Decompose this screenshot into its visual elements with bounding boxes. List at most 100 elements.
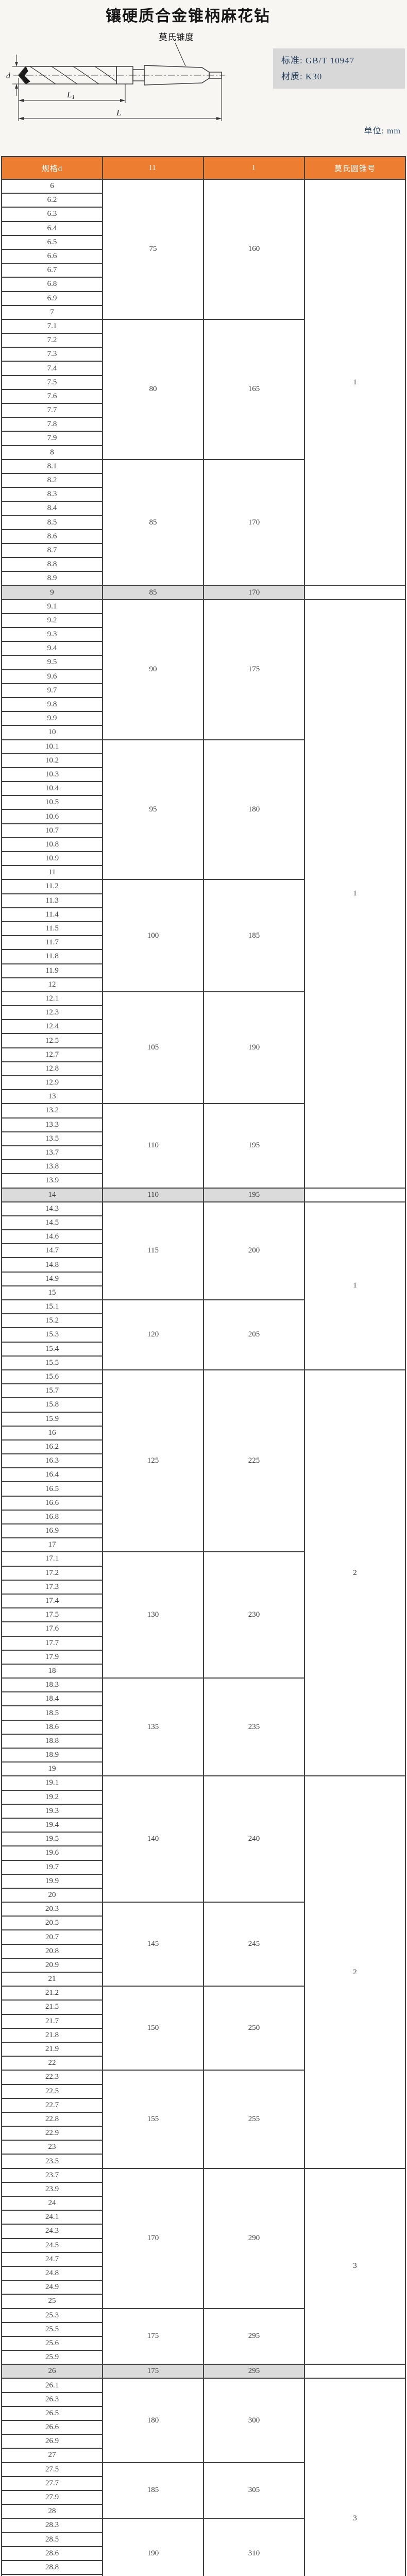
table-row: 17.5 [1, 1607, 405, 1623]
spec-d-cell: 14.9 [1, 1271, 103, 1286]
spec-d-cell: 17.1 [1, 1551, 103, 1567]
l1-arrow-right [120, 99, 125, 102]
table-row: 17.6 [1, 1621, 405, 1637]
table-row: 19.9 [1, 1873, 405, 1889]
table-row: 13.5 [1, 1131, 405, 1146]
spec-d-cell: 23.5 [1, 2154, 103, 2169]
table-row: 16.4 [1, 1467, 405, 1483]
table-row: 11.2 100 185 [1, 879, 405, 992]
table-row: 10.1 95 180 [1, 739, 405, 880]
table-row: 26.9 [1, 2434, 405, 2449]
table-row: 15.2 [1, 1313, 405, 1329]
spec-d-cell: 12.5 [1, 1033, 103, 1048]
spec-d-cell: 11.2 [1, 879, 103, 894]
table-row: 22.9 [1, 2126, 405, 2141]
drill-drawing-svg: 莫氏锥度 d L1 L [6, 32, 225, 121]
spec-d-cell: 17.7 [1, 1635, 103, 1651]
table-row: 10.4 [1, 781, 405, 796]
table-row: 25.9 [1, 2350, 405, 2365]
spec-d-cell: 12.4 [1, 1019, 103, 1035]
table-row: 8.6 [1, 529, 405, 544]
l1-value-cell: 155 [102, 2070, 204, 2169]
table-row: 15.5 [1, 1355, 405, 1370]
table-row: 24.7 [1, 2251, 405, 2267]
table-row: 7.5 [1, 375, 405, 390]
spec-d-cell: 22.7 [1, 2097, 103, 2113]
table-row: 7.9 [1, 431, 405, 446]
table-row: 25.3 175 295 [1, 2308, 405, 2365]
spec-d-cell: 8 [1, 445, 103, 460]
spec-d-cell: 22.3 [1, 2070, 103, 2085]
table-row: 9.4 [1, 641, 405, 656]
spec-d-cell: 28.3 [1, 2518, 103, 2533]
unit-label: 单位: mm [364, 127, 401, 135]
table-row: 12.7 [1, 1047, 405, 1062]
table-row: 7.1 80 165 [1, 318, 405, 460]
standard-info-box: 标准: GB/T 10947 材质: K30 [273, 48, 405, 89]
l-value-cell: 165 [203, 318, 305, 460]
table-row: 14.6 [1, 1229, 405, 1245]
spec-d-cell: 13.9 [1, 1173, 103, 1189]
table-row: 22.8 [1, 2111, 405, 2127]
spec-d-cell: 7.8 [1, 417, 103, 432]
spec-d-cell: 28 [1, 2504, 103, 2519]
spec-d-cell: 13.3 [1, 1117, 103, 1132]
spec-d-cell: 14.6 [1, 1229, 103, 1245]
spec-d-cell: 9.7 [1, 683, 103, 698]
table-row: 14.8 [1, 1257, 405, 1273]
table-row: 10.8 [1, 837, 405, 853]
table-row: 8.1 85 170 [1, 459, 405, 586]
spec-d-cell: 23.9 [1, 2181, 103, 2197]
l1-value-cell: 85 [102, 459, 204, 586]
table-row: 15.3 [1, 1327, 405, 1343]
spec-d-cell: 27.9 [1, 2489, 103, 2505]
spec-d-cell: 7.2 [1, 333, 103, 348]
spec-d-cell: 8.4 [1, 501, 103, 516]
table-row: 24.5 [1, 2238, 405, 2253]
table-row: 13.2 110 195 [1, 1103, 405, 1189]
l-value-cell: 170 [203, 459, 305, 586]
spec-d-cell: 12.3 [1, 1005, 103, 1021]
table-row: 6.3 [1, 207, 405, 222]
spec-d-cell: 19.9 [1, 1873, 103, 1889]
table-row: 8.3 [1, 487, 405, 502]
spec-d-cell: 19.4 [1, 1817, 103, 1833]
table-row: 23 [1, 2140, 405, 2155]
spec-d-cell: 21 [1, 1971, 103, 1987]
l1-value-cell: 110 [102, 1103, 204, 1189]
spec-d-cell: 14 [1, 1187, 103, 1202]
l-value-cell: 225 [203, 1369, 305, 1553]
table-row: 13 [1, 1089, 405, 1105]
spec-d-cell: 10.2 [1, 753, 103, 768]
spec-d-cell: 10.5 [1, 795, 103, 810]
table-row: 16.2 [1, 1439, 405, 1455]
l-value-cell: 290 [203, 2167, 305, 2309]
spec-d-cell: 19.5 [1, 1832, 103, 1847]
spec-d-cell: 21.8 [1, 2027, 103, 2043]
spec-d-cell: 24.5 [1, 2238, 103, 2253]
table-row: 6.5 [1, 234, 405, 250]
spec-d-cell: 18.6 [1, 1719, 103, 1735]
table-row: 8.7 [1, 543, 405, 558]
table-row: 21.7 [1, 2013, 405, 2029]
table-row: 6.7 [1, 263, 405, 278]
standard-line: 标准: GB/T 10947 [281, 53, 405, 69]
spec-d-cell: 12.7 [1, 1047, 103, 1062]
spec-d-cell: 26.5 [1, 2405, 103, 2421]
dim-l1-label: L1 [66, 90, 75, 100]
spec-d-cell: 19.6 [1, 1845, 103, 1861]
spec-d-cell: 9.9 [1, 711, 103, 726]
table-row: 12.5 [1, 1033, 405, 1048]
spec-d-cell: 24.3 [1, 2224, 103, 2239]
spec-d-cell: 25.9 [1, 2350, 103, 2365]
table-row: 16.8 [1, 1509, 405, 1525]
spec-d-cell: 26.9 [1, 2434, 103, 2449]
table-row: 19 [1, 1761, 405, 1777]
spec-d-cell: 20.5 [1, 1916, 103, 1931]
table-row: 11.8 [1, 949, 405, 964]
spec-d-cell: 17.9 [1, 1649, 103, 1665]
l-value-cell: 195 [203, 1187, 305, 1202]
table-row: 8.2 [1, 472, 405, 488]
table-row: 22.5 [1, 2083, 405, 2099]
